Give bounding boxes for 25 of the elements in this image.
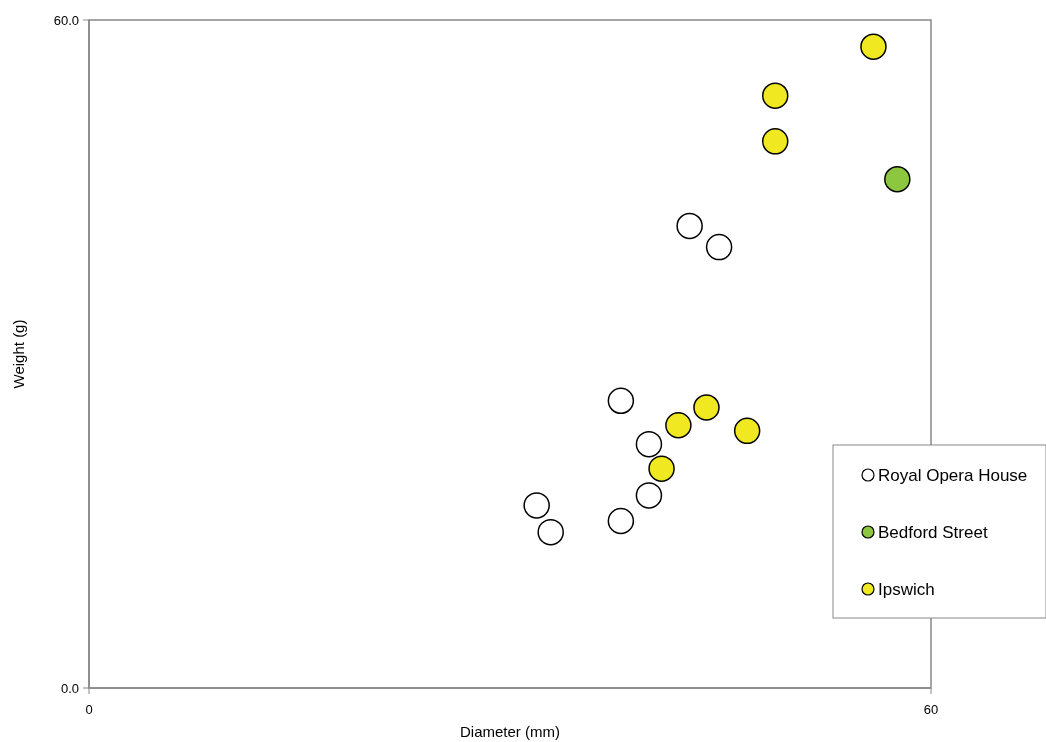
point — [537, 518, 564, 546]
point — [635, 482, 663, 509]
point — [607, 387, 635, 414]
point — [676, 212, 703, 240]
y-tick-label: 0.0 — [60, 680, 79, 696]
point — [733, 417, 761, 445]
point — [665, 412, 692, 439]
y-tick-label: 60.0 — [53, 12, 79, 28]
x-tick-label: 60 — [923, 702, 939, 717]
point — [705, 233, 733, 261]
point — [607, 507, 635, 535]
x-axis-title: Diameter (mm) — [460, 723, 560, 740]
point — [635, 430, 663, 458]
point — [884, 165, 911, 193]
x-tick-label: 0 — [85, 702, 93, 717]
point — [761, 82, 789, 109]
point — [761, 128, 789, 155]
legend-label: Royal Opera House — [878, 465, 1028, 485]
point — [523, 492, 550, 519]
point — [860, 33, 887, 60]
point — [648, 455, 675, 482]
legend-label: Bedford Street — [878, 522, 988, 542]
point — [693, 394, 720, 421]
y-axis-title: Weight (g) — [10, 319, 27, 389]
legend-label: Ipswich — [878, 579, 935, 599]
